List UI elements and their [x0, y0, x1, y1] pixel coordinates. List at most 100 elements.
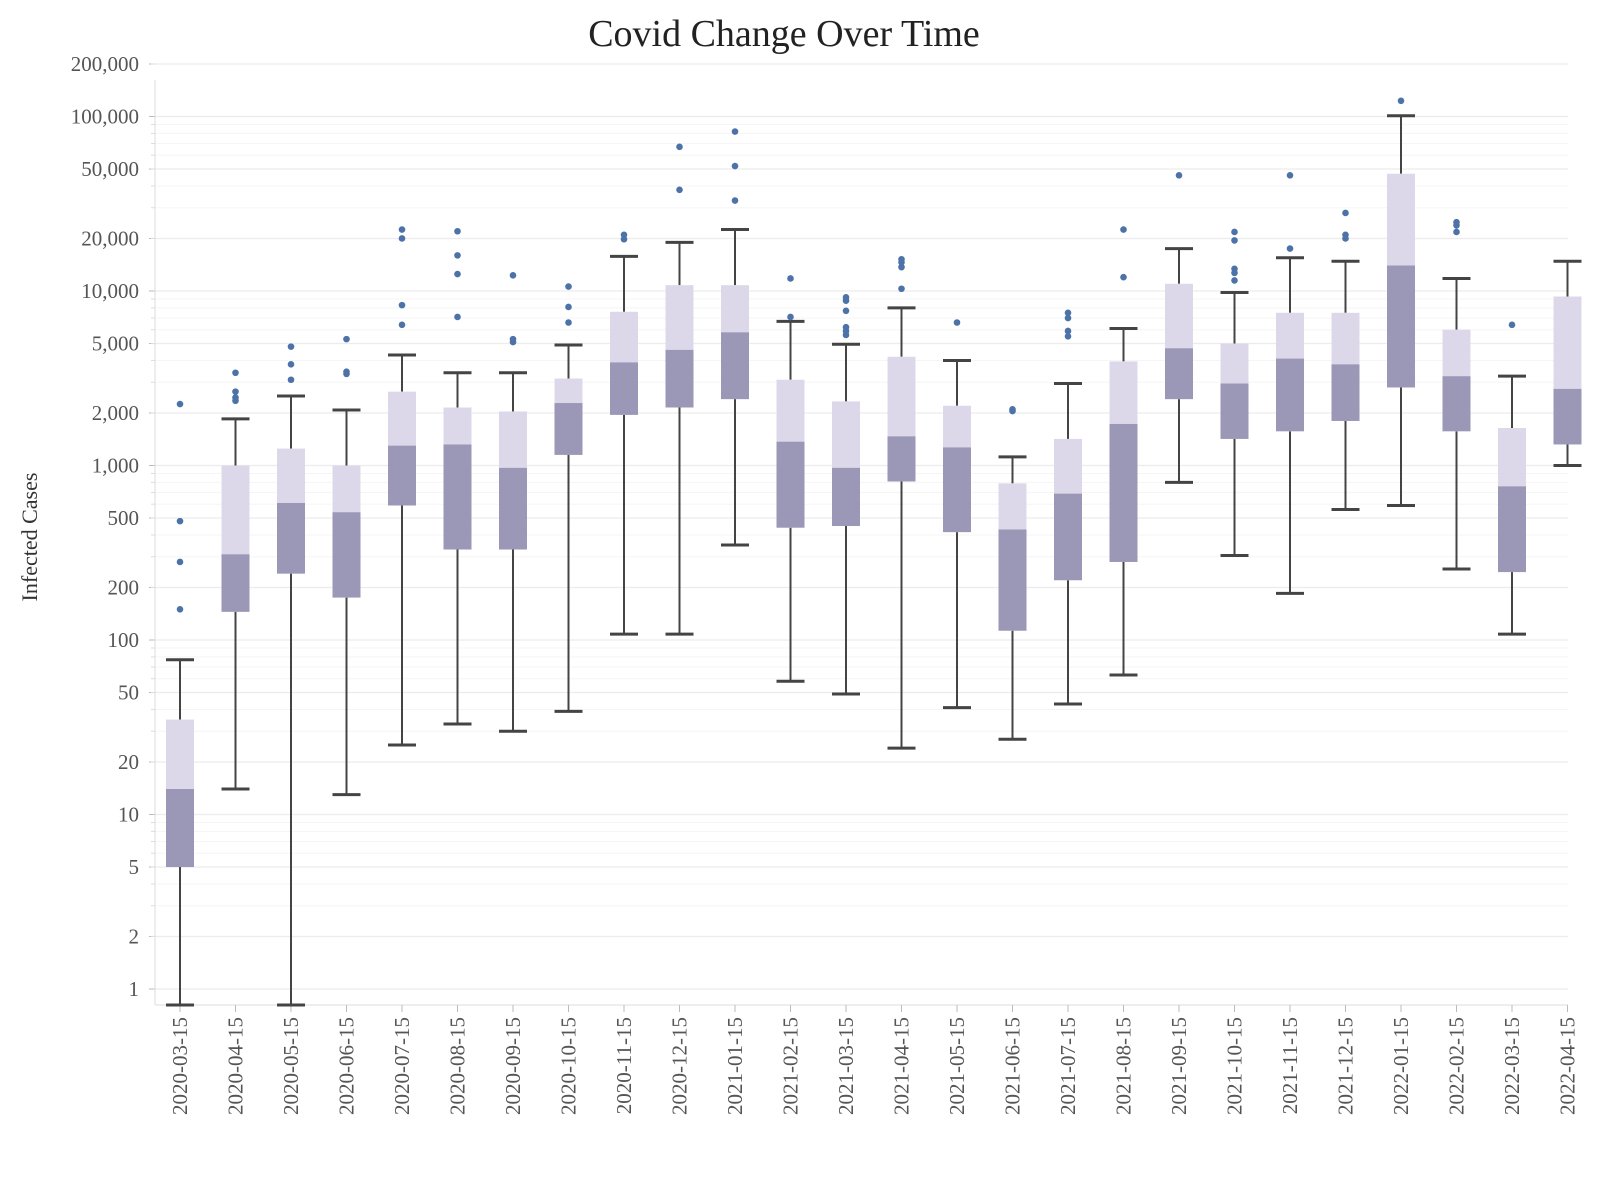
box-2020-11-15 [610, 231, 638, 636]
outlier-point [1286, 245, 1294, 252]
outlier-point [232, 394, 239, 401]
x-tick-label: 2022-01-15 [1389, 1017, 1413, 1115]
box-2020-07-15 [388, 226, 416, 747]
upper-box [1442, 329, 1471, 377]
x-tick-label: 2021-09-15 [1167, 1017, 1191, 1115]
lower-box [943, 447, 971, 533]
gridlines [155, 63, 1568, 990]
x-tick-label: 2022-03-15 [1500, 1017, 1524, 1115]
outlier-point [398, 235, 406, 242]
y-tick-label: 200,000 [71, 52, 139, 76]
outlier-point [620, 231, 628, 239]
outlier-point [1064, 314, 1072, 322]
outlier-point [1009, 405, 1016, 413]
x-tick-label: 2020-08-15 [446, 1017, 470, 1115]
upper-box [1054, 438, 1082, 494]
lower-box [443, 444, 472, 550]
x-tick-label: 2020-06-15 [335, 1017, 359, 1115]
lower-box [221, 554, 250, 612]
box-2021-10-15 [1220, 228, 1249, 557]
outlier-point [454, 252, 461, 259]
upper-box [998, 483, 1027, 530]
outlier-point [1120, 226, 1127, 233]
box-2021-09-15 [1165, 172, 1193, 484]
lower-box [721, 332, 749, 400]
outlier-point [1453, 228, 1460, 236]
outlier-point [1231, 277, 1238, 284]
outlier-point [398, 226, 406, 233]
y-tick-label: 10,000 [81, 279, 139, 303]
outlier-point [287, 376, 295, 384]
outlier-point [1342, 209, 1349, 217]
x-tick-label: 2021-10-15 [1223, 1017, 1247, 1115]
upper-box [832, 401, 860, 468]
box-2021-01-15 [721, 128, 749, 547]
upper-box [388, 391, 416, 446]
lower-box [1054, 493, 1082, 581]
x-tick-label: 2021-07-15 [1056, 1017, 1080, 1115]
lower-box [610, 362, 638, 415]
box-2020-12-15 [665, 143, 694, 636]
outlier-point [1231, 265, 1238, 273]
lower-box [832, 467, 860, 527]
box-2020-04-15 [221, 369, 250, 791]
y-tick-label: 100 [108, 628, 140, 652]
upper-box [610, 311, 638, 363]
x-tick-label: 2020-04-15 [224, 1017, 248, 1115]
outlier-point [232, 369, 239, 377]
box-2021-02-15 [776, 275, 805, 683]
x-tick-label: 2021-11-15 [1278, 1017, 1302, 1114]
y-tick-label: 200 [108, 575, 140, 599]
outlier-point [731, 162, 739, 170]
outlier-point [787, 275, 794, 282]
y-tick-label: 100,000 [71, 105, 139, 129]
y-tick-label: 500 [108, 506, 140, 530]
y-axis-ticks: 1 2 5 10 20 50 100 200 500 1,000 2,000 5,000 10,000 2… [71, 52, 139, 1001]
box-2020-10-15 [554, 283, 583, 713]
upper-box [1276, 312, 1304, 359]
outlier-point [898, 255, 905, 263]
outlier-point [565, 319, 572, 326]
outlier-point [454, 227, 461, 235]
outlier-point [898, 263, 905, 271]
upper-box [221, 465, 250, 555]
box-2021-07-15 [1054, 309, 1082, 706]
upper-box [499, 411, 527, 468]
x-tick-label: 2020-09-15 [501, 1017, 525, 1115]
y-tick-label: 5,000 [92, 332, 139, 356]
lower-box [499, 467, 527, 550]
outlier-point [454, 270, 461, 278]
box-2022-03-15 [1498, 321, 1526, 636]
lower-box [388, 445, 416, 506]
upper-box [332, 465, 361, 513]
lower-box [1165, 348, 1193, 400]
upper-box [554, 378, 583, 404]
outlier-point [398, 301, 406, 309]
lower-box [998, 529, 1027, 631]
box-2021-12-15 [1331, 209, 1360, 511]
outlier-point [176, 558, 184, 566]
outlier-point [1064, 309, 1072, 317]
lower-box [1387, 265, 1415, 388]
upper-box [943, 405, 971, 448]
y-tick-label: 20,000 [81, 226, 139, 250]
box-2021-06-15 [998, 405, 1027, 741]
lower-box [665, 349, 694, 408]
y-tick-label: 50,000 [81, 157, 139, 181]
outlier-point [176, 605, 184, 613]
axes [149, 63, 1568, 1012]
box-2020-08-15 [443, 227, 472, 726]
x-tick-label: 2022-02-15 [1445, 1017, 1469, 1115]
outlier-point [287, 361, 295, 368]
x-tick-label: 2020-12-15 [668, 1017, 692, 1115]
upper-box [1387, 173, 1415, 266]
x-tick-label: 2021-08-15 [1112, 1017, 1136, 1115]
lower-box [1276, 358, 1304, 432]
outlier-point [1231, 228, 1238, 236]
outlier-point [287, 343, 295, 350]
upper-box [1220, 343, 1249, 384]
upper-box [1165, 283, 1193, 349]
y-tick-label: 20 [118, 750, 139, 774]
outlier-point [1064, 333, 1072, 340]
